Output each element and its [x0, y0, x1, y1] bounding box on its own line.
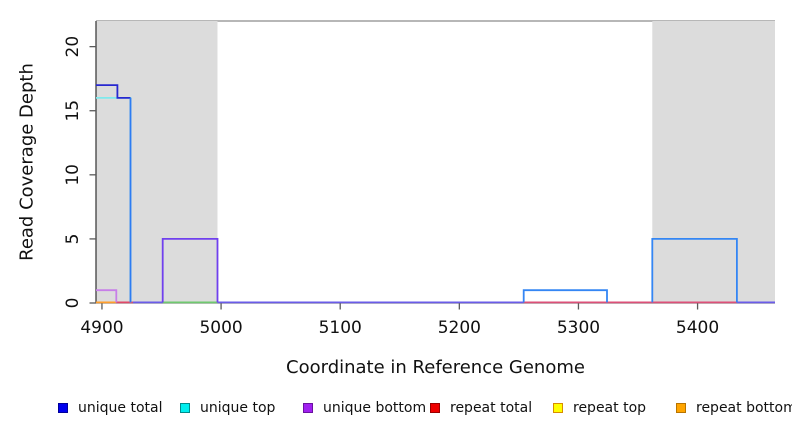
x-tick-label: 5400 [676, 318, 719, 338]
y-axis-title: Read Coverage Depth [16, 63, 38, 261]
repeat-region-right-shading [652, 21, 775, 303]
x-tick-label: 5100 [319, 318, 362, 338]
unique-bottom-box-line [161, 237, 219, 303]
repeat-region-left-shading [96, 21, 218, 303]
y-tick-label: 0 [63, 298, 83, 309]
x-tick-label: 5000 [199, 318, 242, 338]
y-tick-label: 5 [63, 233, 83, 244]
unique-bottom-left-line [96, 289, 118, 303]
unique-total-box2-line [651, 237, 738, 303]
unique-total-high-line [96, 84, 131, 99]
y-tick-label: 20 [63, 36, 83, 58]
unique-total-box1-line [522, 289, 608, 303]
y-tick-label: 15 [63, 100, 83, 122]
x-tick-label: 4900 [80, 318, 123, 338]
x-tick-label: 5300 [557, 318, 600, 338]
y-tick-label: 10 [63, 164, 83, 186]
x-tick-label: 5200 [438, 318, 481, 338]
x-axis-title: Coordinate in Reference Genome [286, 357, 585, 378]
